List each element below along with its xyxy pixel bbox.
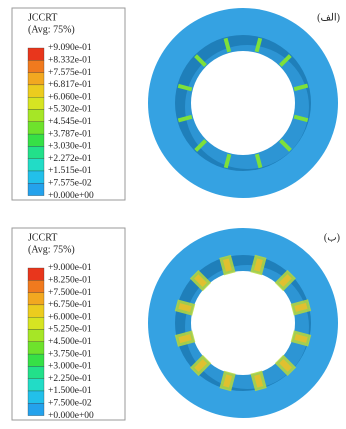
color-band: [28, 85, 44, 97]
legend-label: +5.250e-01: [48, 325, 92, 335]
color-band: [28, 330, 44, 342]
legend-subtitle: (Avg: 75%): [28, 244, 75, 255]
legend-label: +4.500e-01: [48, 337, 92, 347]
color-band: [28, 122, 44, 134]
legend-label: +5.302e-01: [48, 105, 92, 115]
color-band: [28, 48, 44, 60]
legend-label: +2.250e-01: [48, 374, 92, 384]
legend-subtitle: (Avg: 75%): [28, 24, 75, 35]
figure: JCCRT(Avg: 75%)+9.090e-01+8.332e-01+7.57…: [0, 0, 346, 429]
legend-label: +2.272e-01: [48, 154, 92, 164]
color-band: [28, 280, 44, 292]
legend-label: +3.030e-01: [48, 142, 92, 152]
legend-label: +4.545e-01: [48, 117, 92, 127]
legend-title: JCCRT: [28, 232, 57, 243]
legend-label: +1.500e-01: [48, 386, 92, 396]
panel-label: (ب): [324, 232, 340, 243]
legend-label: +6.060e-01: [48, 92, 92, 102]
color-band: [28, 379, 44, 391]
color-band: [28, 268, 44, 280]
color-band: [28, 354, 44, 366]
legend-label: +6.817e-01: [48, 80, 92, 90]
legend-label: +9.090e-01: [48, 43, 92, 53]
color-band: [28, 305, 44, 317]
legend-label: +6.000e-01: [48, 312, 92, 322]
color-band: [28, 97, 44, 109]
color-band: [28, 60, 44, 72]
legend-label: +3.787e-01: [48, 129, 92, 139]
color-band: [28, 403, 44, 415]
legend-label: +9.000e-01: [48, 263, 92, 273]
color-band: [28, 183, 44, 195]
color-band: [28, 134, 44, 146]
color-band: [28, 159, 44, 171]
legend-label: +7.500e-01: [48, 288, 92, 298]
legend-label: +7.575e-02: [48, 178, 92, 188]
legend-label: +1.515e-01: [48, 166, 92, 176]
color-band: [28, 293, 44, 305]
color-band: [28, 110, 44, 122]
legend-label: +3.000e-01: [48, 362, 92, 372]
legend-label: +8.332e-01: [48, 55, 92, 65]
legend-title: JCCRT: [28, 12, 57, 23]
color-band: [28, 317, 44, 329]
color-band: [28, 342, 44, 354]
panel-label: (الف): [317, 12, 340, 23]
legend-label: +7.500e-02: [48, 398, 92, 408]
legend-label: +8.250e-01: [48, 275, 92, 285]
legend-label: +0.000e+00: [48, 411, 94, 421]
color-band: [28, 171, 44, 183]
color-band: [28, 146, 44, 158]
legend-label: +3.750e-01: [48, 349, 92, 359]
legend-label: +7.575e-01: [48, 68, 92, 78]
legend-label: +6.750e-01: [48, 300, 92, 310]
legend-label: +0.000e+00: [48, 191, 94, 201]
color-band: [28, 366, 44, 378]
color-band: [28, 391, 44, 403]
ring-hole: [191, 51, 295, 155]
color-band: [28, 73, 44, 85]
